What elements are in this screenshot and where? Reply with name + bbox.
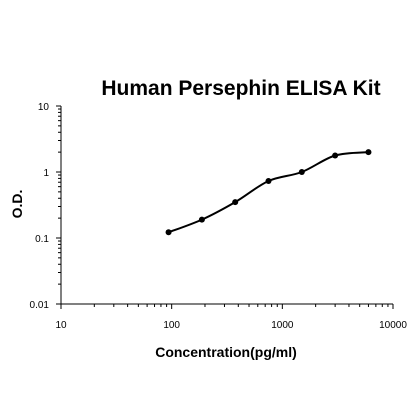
data-point: [298, 169, 305, 175]
y-tick-label: 10: [38, 102, 50, 113]
x-tick-label: 10000: [379, 320, 407, 331]
y-axis-label: O.D.: [9, 190, 25, 219]
fit-curve: [168, 151, 369, 234]
data-point: [265, 178, 272, 185]
x-tick-label: 10: [55, 320, 67, 331]
data-point: [365, 149, 372, 156]
data-point: [165, 229, 172, 236]
axes: [60, 106, 393, 305]
x-tick-label: 1000: [271, 320, 294, 331]
y-tick-label: 0.1: [35, 234, 49, 245]
x-axis-label: Concentration(pg/ml): [155, 344, 297, 360]
chart-title: Human Persephin ELISA Kit: [101, 77, 380, 100]
y-tick-label: 1: [43, 168, 49, 179]
data-point: [198, 216, 205, 223]
x-tick-label: 100: [163, 320, 180, 331]
data-points: [165, 149, 372, 236]
y-tick-label: 0.01: [30, 300, 50, 311]
data-point: [232, 199, 239, 206]
ticks: 10 100 1000 10000 0.01 0.1 1 10: [30, 102, 408, 331]
data-point: [332, 152, 339, 159]
